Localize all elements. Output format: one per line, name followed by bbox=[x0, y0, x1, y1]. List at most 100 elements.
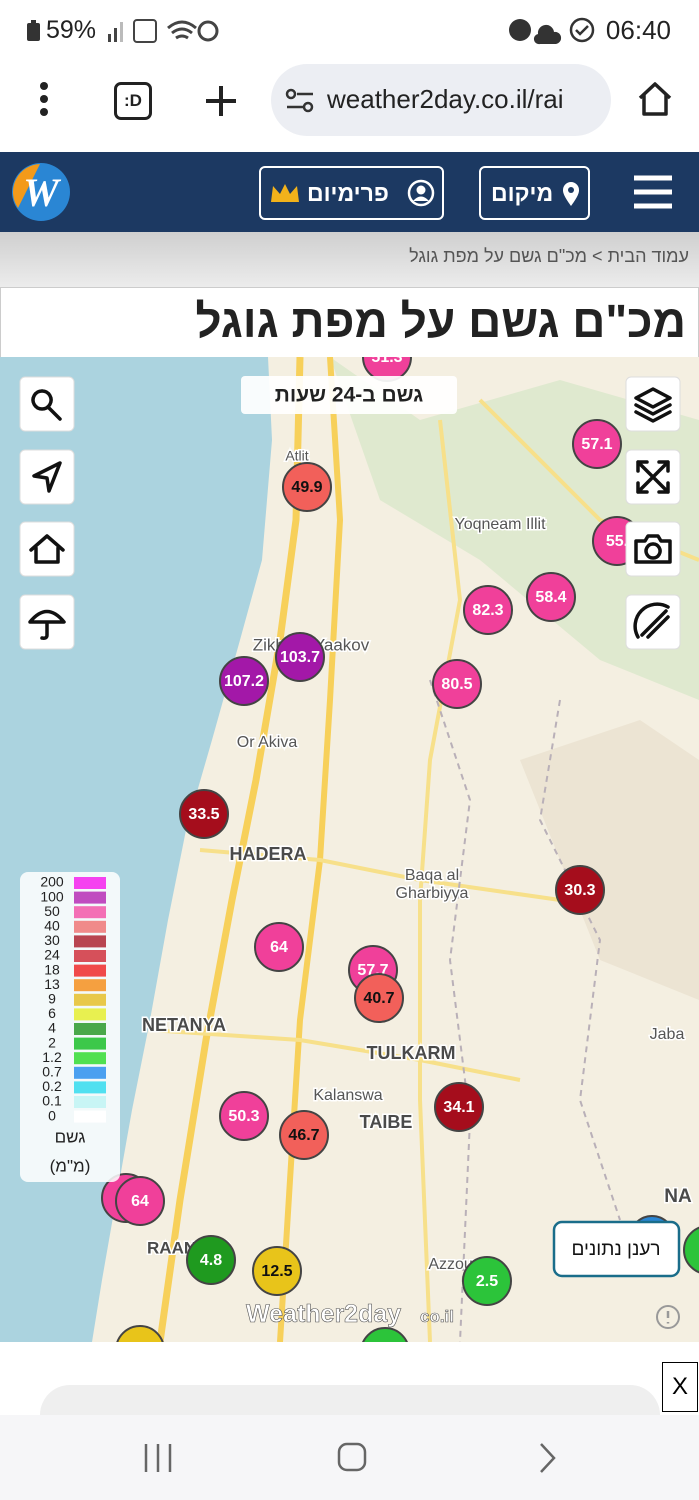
marker-circle bbox=[219, 1091, 269, 1141]
home-nav-button[interactable] bbox=[336, 1441, 368, 1473]
place-label: NA bbox=[664, 1186, 692, 1207]
marker-circle bbox=[572, 419, 622, 469]
legend-swatch bbox=[74, 891, 106, 904]
legend-swatch bbox=[74, 979, 106, 992]
home-map-button[interactable] bbox=[19, 521, 75, 577]
pin-icon bbox=[563, 182, 579, 206]
locate-button[interactable] bbox=[19, 449, 75, 505]
marker-label: 57.1 bbox=[581, 436, 612, 453]
marker-circle bbox=[434, 1082, 484, 1132]
screenshot-button[interactable] bbox=[625, 521, 681, 577]
page-title: מכ"ם גשם על מפת גוגל bbox=[195, 295, 686, 347]
marker-circle bbox=[219, 656, 269, 706]
rain-marker[interactable]: 103.7 bbox=[275, 632, 325, 682]
legend-label: 1.2 bbox=[42, 1049, 62, 1065]
hamburger-menu[interactable] bbox=[632, 174, 674, 210]
clock: 06:40 bbox=[605, 15, 671, 45]
legend-swatch bbox=[74, 906, 106, 919]
marker-label: 30.3 bbox=[564, 882, 595, 899]
marker-label: 4.8 bbox=[200, 1252, 222, 1269]
rain-marker[interactable]: 34.1 bbox=[434, 1082, 484, 1132]
location-button[interactable]: מיקום bbox=[479, 166, 590, 220]
close-ad-button[interactable]: X bbox=[662, 1362, 698, 1412]
fullscreen-button[interactable] bbox=[625, 449, 681, 505]
place-label: Kalanswa bbox=[313, 1087, 382, 1104]
battery-level: 59% bbox=[46, 16, 97, 44]
user-icon bbox=[407, 179, 435, 207]
place-label: Yoqneam Illit bbox=[454, 516, 546, 533]
rain-marker[interactable]: 46.7 bbox=[279, 1110, 329, 1160]
layer-label-box: גשם ב-24 שעות bbox=[241, 376, 457, 414]
tool-icon bbox=[29, 534, 65, 564]
legend-label: 30 bbox=[44, 932, 60, 948]
premium-button[interactable]: פרימיום bbox=[259, 166, 444, 220]
marker-circle bbox=[526, 572, 576, 622]
status-icons bbox=[108, 19, 219, 43]
legend-label: 13 bbox=[44, 976, 60, 992]
marker-label: 50.3 bbox=[228, 1108, 259, 1125]
menu-button[interactable] bbox=[30, 80, 60, 120]
legend-label: 2 bbox=[48, 1034, 56, 1050]
marker-circle bbox=[463, 585, 513, 635]
tool-button-bg bbox=[19, 521, 75, 577]
place-label: Baqa al bbox=[405, 867, 459, 884]
address-bar[interactable]: weather2day.co.il/rai bbox=[271, 64, 611, 136]
marker-circle bbox=[432, 659, 482, 709]
tabs-button[interactable]: :D bbox=[114, 82, 152, 120]
rain-marker[interactable]: 12.5 bbox=[252, 1246, 302, 1296]
marker-label: 82.3 bbox=[472, 602, 503, 619]
rain-marker[interactable]: 4.8 bbox=[186, 1235, 236, 1285]
legend-swatch bbox=[74, 1066, 106, 1079]
title-bar: מכ"ם גשם על מפת גוגל bbox=[0, 287, 699, 359]
site-settings-icon bbox=[285, 88, 314, 113]
rain-marker[interactable]: 80.5 bbox=[432, 659, 482, 709]
marker-label: 49.9 bbox=[291, 479, 322, 496]
marker-label: 103.7 bbox=[280, 649, 320, 666]
recents-button[interactable] bbox=[140, 1441, 180, 1475]
rain-marker[interactable]: 82.3 bbox=[463, 585, 513, 635]
rain-marker[interactable]: 64 bbox=[254, 922, 304, 972]
watermark-domain: co.il bbox=[420, 1307, 454, 1326]
map-tools bbox=[19, 376, 681, 650]
rain-marker[interactable]: 107.2 bbox=[219, 656, 269, 706]
rain-marker[interactable]: 58.4 bbox=[526, 572, 576, 622]
info-icon[interactable] bbox=[656, 1305, 680, 1329]
rain-marker[interactable]: 2.5 bbox=[462, 1256, 512, 1306]
rain-marker[interactable]: 57.1 bbox=[572, 419, 622, 469]
new-tab-button[interactable] bbox=[204, 84, 238, 118]
system-nav-bar bbox=[0, 1415, 699, 1500]
refresh-button[interactable]: רענן נתונים bbox=[552, 1220, 681, 1278]
rain-marker[interactable]: 40.7 bbox=[354, 973, 404, 1023]
rain-marker[interactable]: 33.5 bbox=[179, 789, 229, 839]
breadcrumb-separator: > bbox=[592, 246, 603, 266]
legend-label: 50 bbox=[44, 903, 60, 919]
place-label: Atlit bbox=[285, 448, 308, 464]
draw-button[interactable] bbox=[625, 594, 681, 650]
search-button[interactable] bbox=[19, 376, 75, 432]
marker-label: 34.1 bbox=[443, 1099, 474, 1116]
back-button[interactable] bbox=[536, 1441, 560, 1475]
layers-button[interactable] bbox=[625, 376, 681, 432]
legend-label: 100 bbox=[40, 888, 64, 904]
hill-area bbox=[520, 720, 699, 1000]
breadcrumb-home[interactable]: עמוד הבית bbox=[607, 246, 689, 266]
rain-marker[interactable]: 30.3 bbox=[555, 865, 605, 915]
layer-label: גשם ב-24 שעות bbox=[275, 384, 423, 407]
home-button[interactable] bbox=[636, 80, 674, 118]
legend-title: גשם bbox=[55, 1127, 86, 1146]
rain-marker[interactable]: 49.9 bbox=[282, 462, 332, 512]
site-logo[interactable]: W bbox=[10, 162, 74, 222]
legend-label: 4 bbox=[48, 1020, 56, 1036]
marker-circle bbox=[186, 1235, 236, 1285]
marker-label: 33.5 bbox=[188, 806, 219, 823]
legend-label: 200 bbox=[40, 874, 64, 890]
rain-marker[interactable]: 50.3 bbox=[219, 1091, 269, 1141]
breadcrumb-trail: עמוד הבית > מכ"ם גשם על מפת גוגל bbox=[409, 246, 689, 267]
rain-marker[interactable]: 64 bbox=[101, 1173, 165, 1226]
status-bar: 59% 06:40 bbox=[0, 0, 699, 60]
legend-label: 18 bbox=[44, 961, 60, 977]
place-label: NETANYA bbox=[142, 1015, 226, 1035]
umbrella-button[interactable] bbox=[19, 594, 75, 650]
page-bottom: X bbox=[0, 1342, 699, 1415]
